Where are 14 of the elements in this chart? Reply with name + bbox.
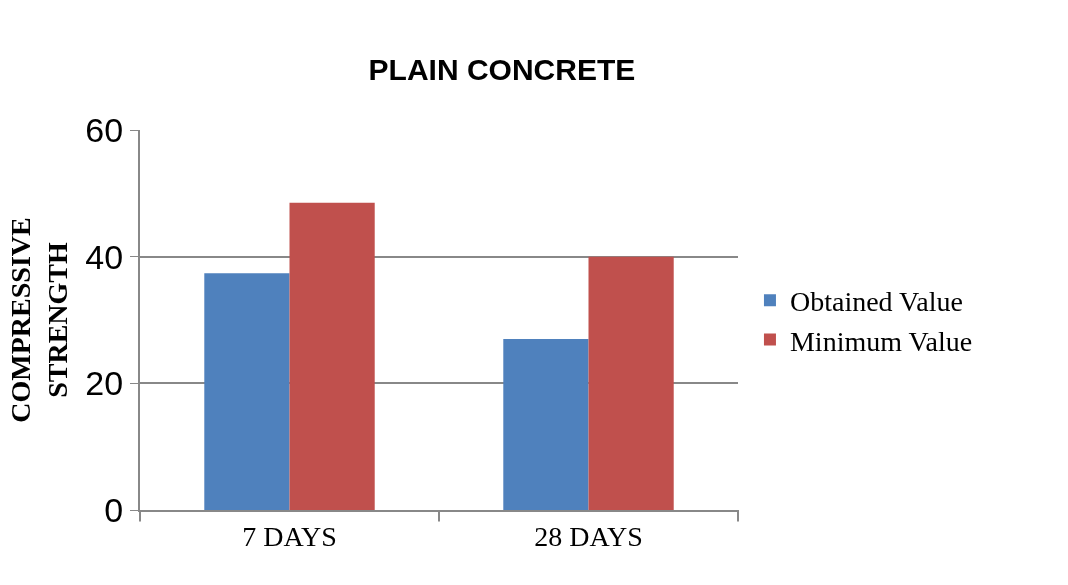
bar — [503, 339, 589, 510]
x-tick-label: 28 DAYS — [534, 520, 643, 552]
legend-label: Minimum Value — [789, 325, 973, 357]
legend-label: Obtained Value — [789, 286, 963, 318]
bar — [289, 202, 375, 510]
bar — [204, 273, 290, 510]
bar — [588, 256, 674, 510]
y-tick-label: 0 — [104, 490, 124, 529]
y-tick-label: 60 — [85, 110, 124, 149]
y-tick-label: 40 — [85, 237, 124, 276]
chart-title: PLAIN CONCRETE — [368, 52, 636, 86]
y-axis-title: COMPRESSIVE STRENGTH — [5, 217, 73, 423]
y-tick-label: 20 — [85, 364, 124, 403]
x-tick-label: 7 DAYS — [242, 520, 337, 552]
